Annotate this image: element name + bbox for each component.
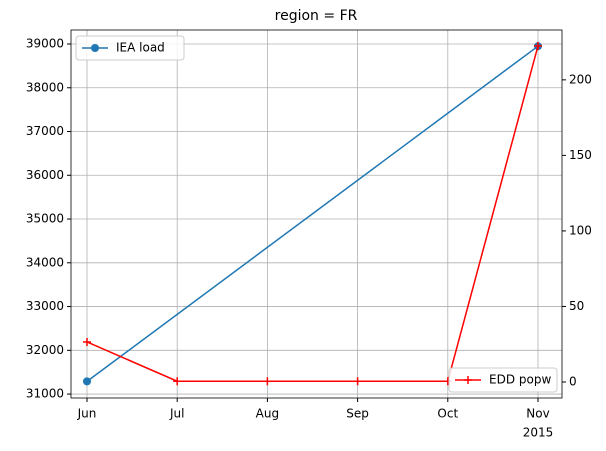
x-tick-label: Oct <box>437 407 458 421</box>
x-tick-label: Sep <box>346 407 369 421</box>
y2-tick-label: 150 <box>569 148 592 162</box>
y-tick-label: 34000 <box>26 255 64 269</box>
point <box>83 377 91 386</box>
y2-tick-label: 200 <box>569 72 592 86</box>
series-line <box>86 45 539 382</box>
legend-box <box>448 367 558 393</box>
legend-label: EDD popw <box>489 373 551 387</box>
point <box>353 377 362 386</box>
plot-frame <box>70 29 563 399</box>
y2-tick-label: 100 <box>569 223 592 237</box>
x-sublabel: 2015 <box>523 426 554 440</box>
legend-box <box>75 35 185 61</box>
y-tick-label: 38000 <box>26 80 64 94</box>
x-tick-label: Jul <box>169 407 184 421</box>
chart-title: region = FR <box>275 8 358 24</box>
y-tick-label: 31000 <box>26 387 64 401</box>
y-tick-label: 36000 <box>26 168 64 182</box>
y-tick-label: 39000 <box>26 37 64 51</box>
series-line <box>86 45 539 382</box>
legend-marker <box>464 376 472 384</box>
legend-label: IEA load <box>116 41 165 55</box>
y2-tick-label: 50 <box>569 299 584 313</box>
point <box>173 377 182 386</box>
y-tick-label: 35000 <box>26 212 64 226</box>
x-tick-label: Aug <box>256 407 279 421</box>
x-tick-label: Jun <box>77 407 97 421</box>
point <box>534 41 542 50</box>
y2-tick-label: 0 <box>569 374 577 388</box>
y-tick-label: 32000 <box>26 343 64 357</box>
x-tick-label: Nov <box>526 407 549 421</box>
point <box>83 337 91 346</box>
point <box>263 377 272 386</box>
y-tick-label: 37000 <box>26 124 64 138</box>
legend-marker <box>91 44 99 52</box>
y-tick-label: 33000 <box>26 299 64 313</box>
